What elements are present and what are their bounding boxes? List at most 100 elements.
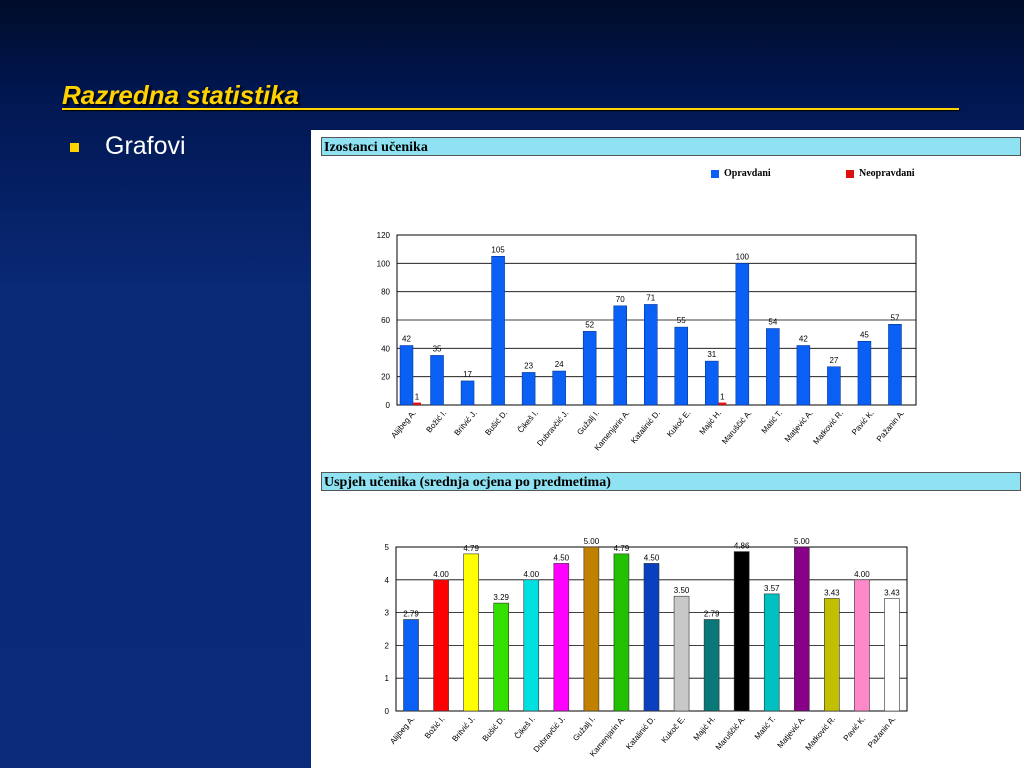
data-label-opravdani: 42 bbox=[402, 335, 411, 344]
bar bbox=[583, 546, 600, 712]
data-label: 4.79 bbox=[614, 544, 630, 553]
x-tick-label: Božić I. bbox=[423, 715, 447, 741]
data-label: 4.86 bbox=[734, 542, 750, 551]
x-tick-label: Kukoč E. bbox=[665, 409, 692, 439]
data-label: 5.00 bbox=[794, 537, 810, 546]
x-tick-label: Britvić J. bbox=[450, 715, 476, 744]
data-label: 3.50 bbox=[674, 586, 690, 595]
bar bbox=[493, 602, 510, 712]
data-label-opravdani: 100 bbox=[736, 252, 750, 261]
legend-item-opravdani: Opravdani bbox=[711, 168, 771, 179]
charts-panel: Izostanci učenika Opravdani Neopravdani … bbox=[311, 130, 1024, 768]
y-tick-label: 0 bbox=[385, 707, 390, 716]
x-tick-label: Katalinić D. bbox=[629, 409, 662, 446]
data-label-neopravdani: 1 bbox=[415, 393, 420, 402]
x-tick-label: Dubravčić J. bbox=[532, 715, 567, 755]
legend-swatch-neopravdani bbox=[846, 169, 854, 178]
data-label: 3.43 bbox=[824, 588, 840, 597]
data-label: 3.57 bbox=[764, 584, 780, 593]
data-label-neopravdani: 1 bbox=[720, 393, 725, 402]
legend-label-opravdani: Opravdani bbox=[724, 168, 771, 179]
x-tick-label: Pavić K. bbox=[842, 715, 868, 743]
x-tick-label: Alijbeg A. bbox=[389, 409, 417, 440]
bar bbox=[553, 563, 570, 712]
bar bbox=[703, 619, 720, 712]
y-tick-label: 40 bbox=[381, 344, 390, 353]
legend-item-neopravdani: Neopravdani bbox=[846, 168, 915, 179]
y-tick-label: 2 bbox=[385, 641, 390, 650]
x-tick-label: Majić H. bbox=[698, 409, 723, 437]
bar bbox=[824, 598, 840, 712]
y-tick-label: 60 bbox=[381, 316, 390, 325]
bar-neopravdani bbox=[413, 402, 421, 405]
x-tick-label: Majić H. bbox=[692, 715, 717, 743]
y-tick-label: 120 bbox=[377, 231, 391, 240]
y-tick-label: 100 bbox=[377, 259, 391, 268]
data-label-opravdani: 35 bbox=[433, 344, 442, 353]
bar bbox=[403, 619, 419, 712]
y-tick-label: 20 bbox=[381, 373, 390, 382]
bar-opravdani bbox=[766, 328, 780, 406]
bar-opravdani bbox=[430, 355, 444, 406]
data-label-opravdani: 55 bbox=[677, 316, 686, 325]
bar-opravdani bbox=[613, 305, 627, 406]
bar-neopravdani bbox=[718, 402, 727, 405]
bar-opravdani bbox=[491, 256, 505, 406]
legend-swatch-opravdani bbox=[711, 169, 719, 178]
bar-opravdani bbox=[552, 370, 566, 406]
data-label: 4.50 bbox=[554, 553, 570, 562]
x-tick-label: Dubravčić J. bbox=[535, 409, 570, 449]
data-label-opravdani: 45 bbox=[860, 330, 869, 339]
bar-opravdani bbox=[582, 331, 597, 406]
title-underline bbox=[62, 108, 959, 110]
data-label: 2.79 bbox=[704, 609, 720, 618]
x-tick-label: Pažanin A. bbox=[866, 715, 897, 750]
bar bbox=[433, 579, 449, 712]
data-label: 3.43 bbox=[884, 588, 900, 597]
x-tick-label: Božić I. bbox=[425, 409, 449, 435]
bar bbox=[793, 546, 810, 712]
bar bbox=[523, 579, 540, 712]
bullet-square-icon bbox=[70, 143, 79, 152]
bar-opravdani bbox=[674, 326, 689, 406]
chart2-title: Uspjeh učenika (srednja ocjena po predme… bbox=[321, 472, 1021, 491]
bar-opravdani bbox=[827, 366, 841, 406]
data-label: 4.50 bbox=[644, 553, 660, 562]
bar-opravdani bbox=[888, 324, 902, 406]
data-label-opravdani: 31 bbox=[707, 350, 716, 359]
bar-opravdani bbox=[705, 360, 719, 406]
x-tick-label: Bušić D. bbox=[481, 715, 507, 744]
bar bbox=[643, 563, 660, 712]
bar bbox=[884, 598, 900, 712]
x-tick-label: Pavić K. bbox=[850, 409, 876, 437]
data-label: 4.00 bbox=[854, 570, 870, 579]
x-tick-label: Maruščić A. bbox=[714, 715, 747, 752]
bar bbox=[854, 579, 870, 712]
bar-opravdani bbox=[735, 263, 750, 406]
x-tick-label: Pažanin A. bbox=[875, 409, 906, 444]
y-tick-label: 4 bbox=[385, 576, 390, 585]
bar bbox=[613, 553, 630, 712]
grades-chart: 0 1 2 3 4 5 2.79 Alijbeg A. 4.00 Božić I. 4.79 Brit… bbox=[385, 537, 908, 758]
bar-opravdani bbox=[643, 304, 658, 406]
data-label-opravdani: 23 bbox=[524, 361, 533, 370]
x-tick-label: Matić T. bbox=[760, 409, 785, 436]
x-tick-label: Bušić D. bbox=[483, 409, 509, 438]
x-tick-label: Maruščić A. bbox=[720, 409, 753, 446]
x-tick-label: Kukoč E. bbox=[660, 715, 687, 745]
bullet-item: Grafovi bbox=[70, 132, 186, 161]
bullet-text: Grafovi bbox=[105, 132, 186, 160]
data-label-opravdani: 105 bbox=[491, 245, 505, 254]
slide-title: Razredna statistika bbox=[62, 80, 299, 110]
x-tick-label: Čikeš I. bbox=[513, 715, 537, 741]
x-tick-label: Katalinić D. bbox=[624, 715, 657, 752]
data-label: 4.00 bbox=[523, 570, 539, 579]
data-label-opravdani: 24 bbox=[555, 360, 564, 369]
bar bbox=[763, 593, 780, 712]
x-tick-label: Alijbeg A. bbox=[388, 715, 416, 746]
x-tick-label: Gužalj I. bbox=[575, 409, 601, 437]
y-tick-label: 1 bbox=[385, 674, 390, 683]
x-tick-label: Matković R. bbox=[804, 715, 838, 753]
bar-opravdani bbox=[796, 345, 811, 406]
